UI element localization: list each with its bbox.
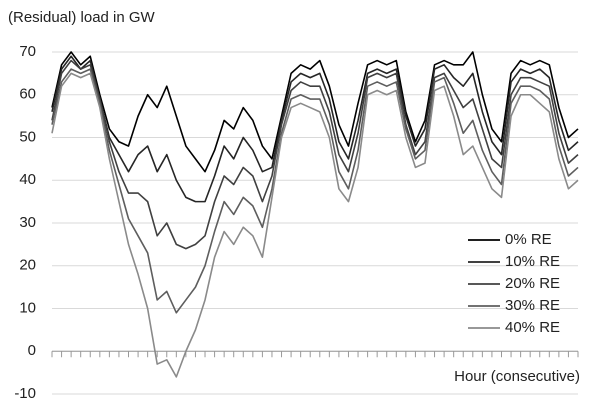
- series-line: [51, 72, 579, 378]
- y-tick-label: 50: [19, 128, 36, 145]
- y-tick-label: 10: [19, 299, 36, 316]
- series-line: [51, 68, 579, 314]
- legend-label: 10% RE: [505, 253, 560, 270]
- legend-label: 30% RE: [505, 297, 560, 314]
- x-axis-label: Hour (consecutive): [454, 368, 580, 385]
- legend-label: 40% RE: [505, 319, 560, 336]
- y-tick-label: 40: [19, 171, 36, 188]
- series-line: [51, 51, 579, 173]
- series-line: [51, 55, 579, 203]
- series-line: [51, 59, 579, 250]
- legend-label: 0% RE: [505, 231, 552, 248]
- legend-label: 20% RE: [505, 275, 560, 292]
- y-tick-label: -10: [14, 385, 36, 402]
- y-tick-label: 30: [19, 214, 36, 231]
- y-tick-label: 60: [19, 86, 36, 103]
- y-tick-label: 20: [19, 257, 36, 274]
- chart-title: (Residual) load in GW: [8, 9, 156, 26]
- y-tick-label: 70: [19, 43, 36, 60]
- y-tick-label: 0: [28, 342, 36, 359]
